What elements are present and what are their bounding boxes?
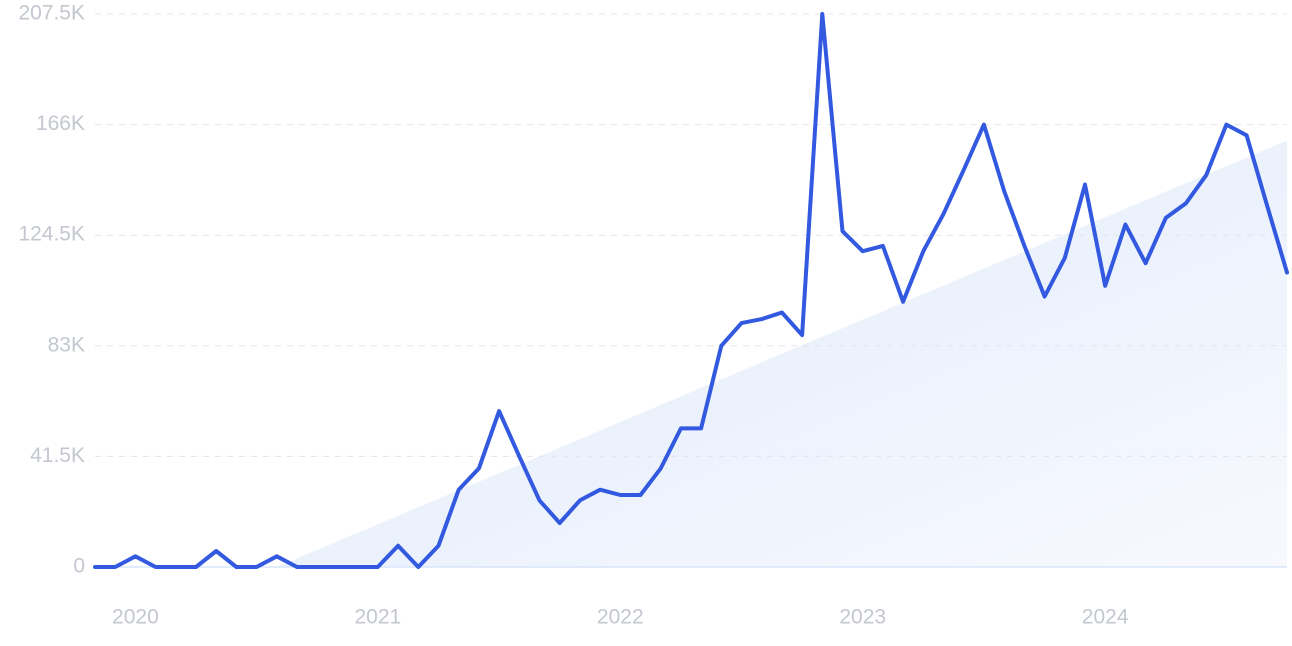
y-tick-label: 41.5K xyxy=(30,444,85,467)
y-tick-label: 124.5K xyxy=(18,223,85,246)
x-tick-label: 2024 xyxy=(1082,606,1129,629)
x-tick-label: 2021 xyxy=(354,606,401,629)
data-line xyxy=(93,12,1289,569)
x-tick-label: 2023 xyxy=(839,606,886,629)
y-tick-label: 0 xyxy=(73,555,85,578)
y-tick-label: 207.5K xyxy=(18,2,85,25)
y-tick-label: 166K xyxy=(36,112,85,135)
trend-area xyxy=(276,140,1287,567)
y-tick-label: 83K xyxy=(48,333,85,356)
x-tick-label: 2022 xyxy=(597,606,644,629)
x-tick-label: 2020 xyxy=(112,606,159,629)
